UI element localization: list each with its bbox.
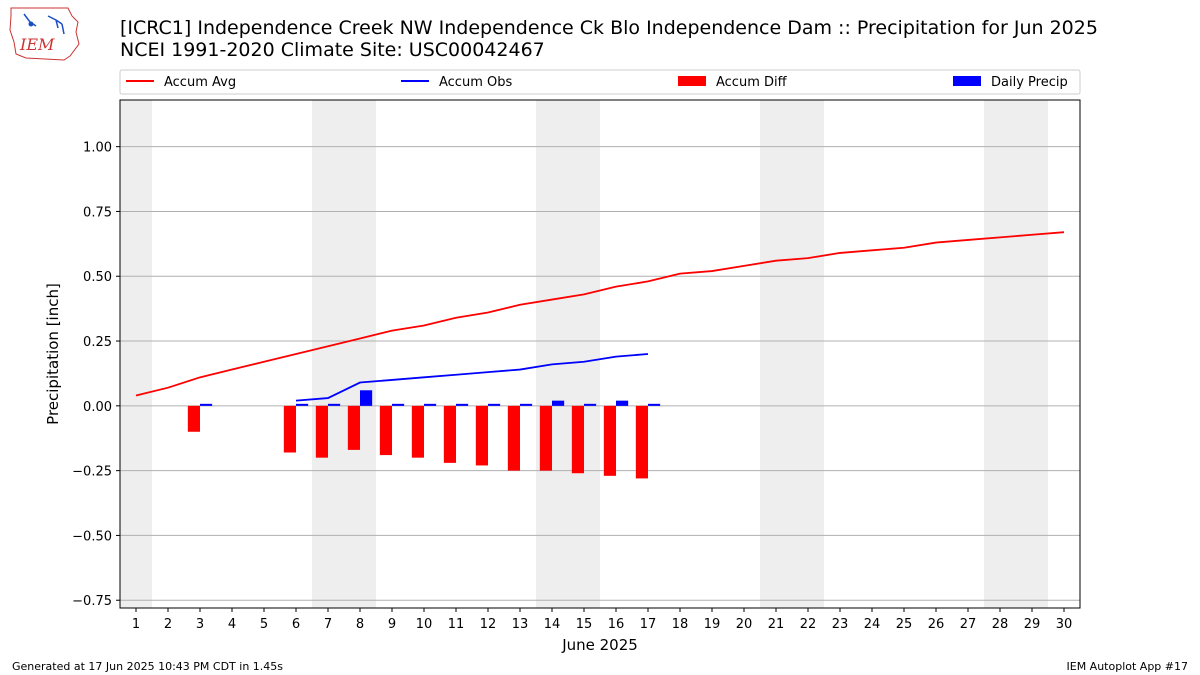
accum-diff-bar — [603, 405, 616, 476]
x-tick-label: 8 — [356, 617, 364, 632]
iem-logo: IEM — [9, 7, 80, 61]
iowa-outline — [9, 7, 80, 61]
footer-generated: Generated at 17 Jun 2025 10:43 PM CDT in… — [12, 660, 284, 673]
daily-precip-bar — [488, 403, 501, 406]
legend-daily-precip-label: Daily Precip — [991, 75, 1068, 90]
weekend-band — [120, 100, 152, 608]
daily-precip-bar — [520, 403, 533, 406]
accum-diff-bar — [507, 405, 520, 471]
y-axis-label: Precipitation [inch] — [44, 283, 62, 425]
y-tick-label: −0.25 — [72, 465, 112, 480]
accum-obs-line — [295, 353, 649, 402]
legend: Accum Avg Accum Obs Accum Diff Daily Precip — [119, 69, 1081, 95]
x-tick-label: 22 — [800, 617, 817, 632]
daily-precip-bar — [584, 403, 597, 406]
accum-diff-bar — [315, 405, 328, 458]
y-tick-label: −0.75 — [72, 594, 112, 609]
accum-diff-bar — [347, 405, 360, 450]
x-tick-label: 20 — [736, 617, 753, 632]
x-tick-label: 14 — [544, 617, 561, 632]
daily-precip-bar — [616, 400, 629, 406]
x-tick-label: 24 — [864, 617, 881, 632]
y-tick-label: 0.50 — [83, 270, 112, 285]
x-tick-label: 16 — [608, 617, 625, 632]
legend-accum-obs-label: Accum Obs — [439, 75, 512, 90]
daily-precip-bar — [552, 400, 565, 406]
x-tick-label: 4 — [228, 617, 236, 632]
accum-diff-bar — [187, 405, 200, 432]
accum-diff-bar — [475, 405, 488, 466]
x-tick-label: 28 — [992, 617, 1009, 632]
daily-precip-bar — [456, 403, 469, 406]
accum-avg-line — [135, 231, 1065, 397]
x-tick-label: 6 — [292, 617, 300, 632]
x-tick-label: 1 — [132, 617, 140, 632]
daily-precip-bar — [360, 390, 373, 406]
chart-title: [ICRC1] Independence Creek NW Independen… — [120, 17, 1098, 39]
x-tick-label: 18 — [672, 617, 689, 632]
x-tick-label: 23 — [832, 617, 849, 632]
x-tick-label: 25 — [896, 617, 913, 632]
daily-precip-bar — [200, 403, 213, 406]
accum-diff-bar — [379, 405, 392, 456]
x-tick-label: 19 — [704, 617, 721, 632]
daily-precip-bar — [424, 403, 437, 406]
x-tick-label: 2 — [164, 617, 172, 632]
bar-layer — [187, 390, 661, 479]
weekend-band — [536, 100, 600, 608]
x-axis-label: June 2025 — [561, 636, 638, 654]
x-tick-label: 9 — [388, 617, 396, 632]
x-axis-ticks: 1 2 3 4 5 6 7 8 9 10 11 12 13 14 15 16 17 18 19 20 21 22 23 24 2… — [132, 608, 1072, 632]
daily-precip-bar — [328, 403, 341, 406]
x-tick-label: 30 — [1056, 617, 1073, 632]
plot-frame — [119, 99, 1081, 609]
x-tick-label: 29 — [1024, 617, 1041, 632]
y-tick-label: 0.75 — [83, 205, 112, 220]
footer-app: IEM Autoplot App #17 — [1066, 660, 1189, 673]
site-dot — [28, 21, 34, 27]
line-layer — [135, 231, 1065, 402]
x-tick-label: 5 — [260, 617, 268, 632]
accum-diff-bar — [571, 405, 584, 474]
weekend-band — [312, 100, 376, 608]
x-tick-label: 17 — [640, 617, 657, 632]
accum-diff-bar — [283, 405, 296, 453]
weekend-band — [984, 100, 1048, 608]
x-tick-label: 27 — [960, 617, 977, 632]
logo-text: IEM — [19, 35, 55, 54]
legend-box — [119, 69, 1081, 95]
x-tick-label: 10 — [416, 617, 433, 632]
grid-lines — [120, 146, 1080, 601]
x-tick-label: 12 — [480, 617, 497, 632]
daily-precip-bar — [648, 403, 661, 406]
legend-accum-diff-swatch — [678, 76, 706, 86]
legend-accum-diff-label: Accum Diff — [716, 75, 788, 90]
y-axis-ticks: −0.75 −0.50 −0.25 0.00 0.25 0.50 0.75 1.00 — [72, 141, 120, 609]
accum-diff-bar — [635, 405, 648, 479]
x-tick-label: 7 — [324, 617, 332, 632]
y-tick-label: −0.50 — [72, 529, 112, 544]
x-tick-label: 26 — [928, 617, 945, 632]
legend-accum-avg-label: Accum Avg — [164, 75, 236, 90]
chart-subtitle: NCEI 1991-2020 Climate Site: USC00042467 — [120, 39, 545, 61]
x-tick-label: 15 — [576, 617, 593, 632]
y-tick-label: 0.25 — [83, 335, 112, 350]
weekend-shading — [120, 100, 1048, 608]
legend-daily-precip-swatch — [953, 76, 981, 86]
accum-diff-bar — [411, 405, 424, 458]
accum-diff-bar — [539, 405, 552, 471]
x-tick-label: 21 — [768, 617, 785, 632]
y-tick-label: 0.00 — [83, 400, 112, 415]
accum-diff-bar — [443, 405, 456, 463]
x-tick-label: 11 — [448, 617, 465, 632]
x-tick-label: 13 — [512, 617, 529, 632]
weekend-band — [760, 100, 824, 608]
y-tick-label: 1.00 — [83, 141, 112, 156]
x-tick-label: 3 — [196, 617, 204, 632]
daily-precip-bar — [392, 403, 405, 406]
daily-precip-bar — [296, 403, 309, 406]
